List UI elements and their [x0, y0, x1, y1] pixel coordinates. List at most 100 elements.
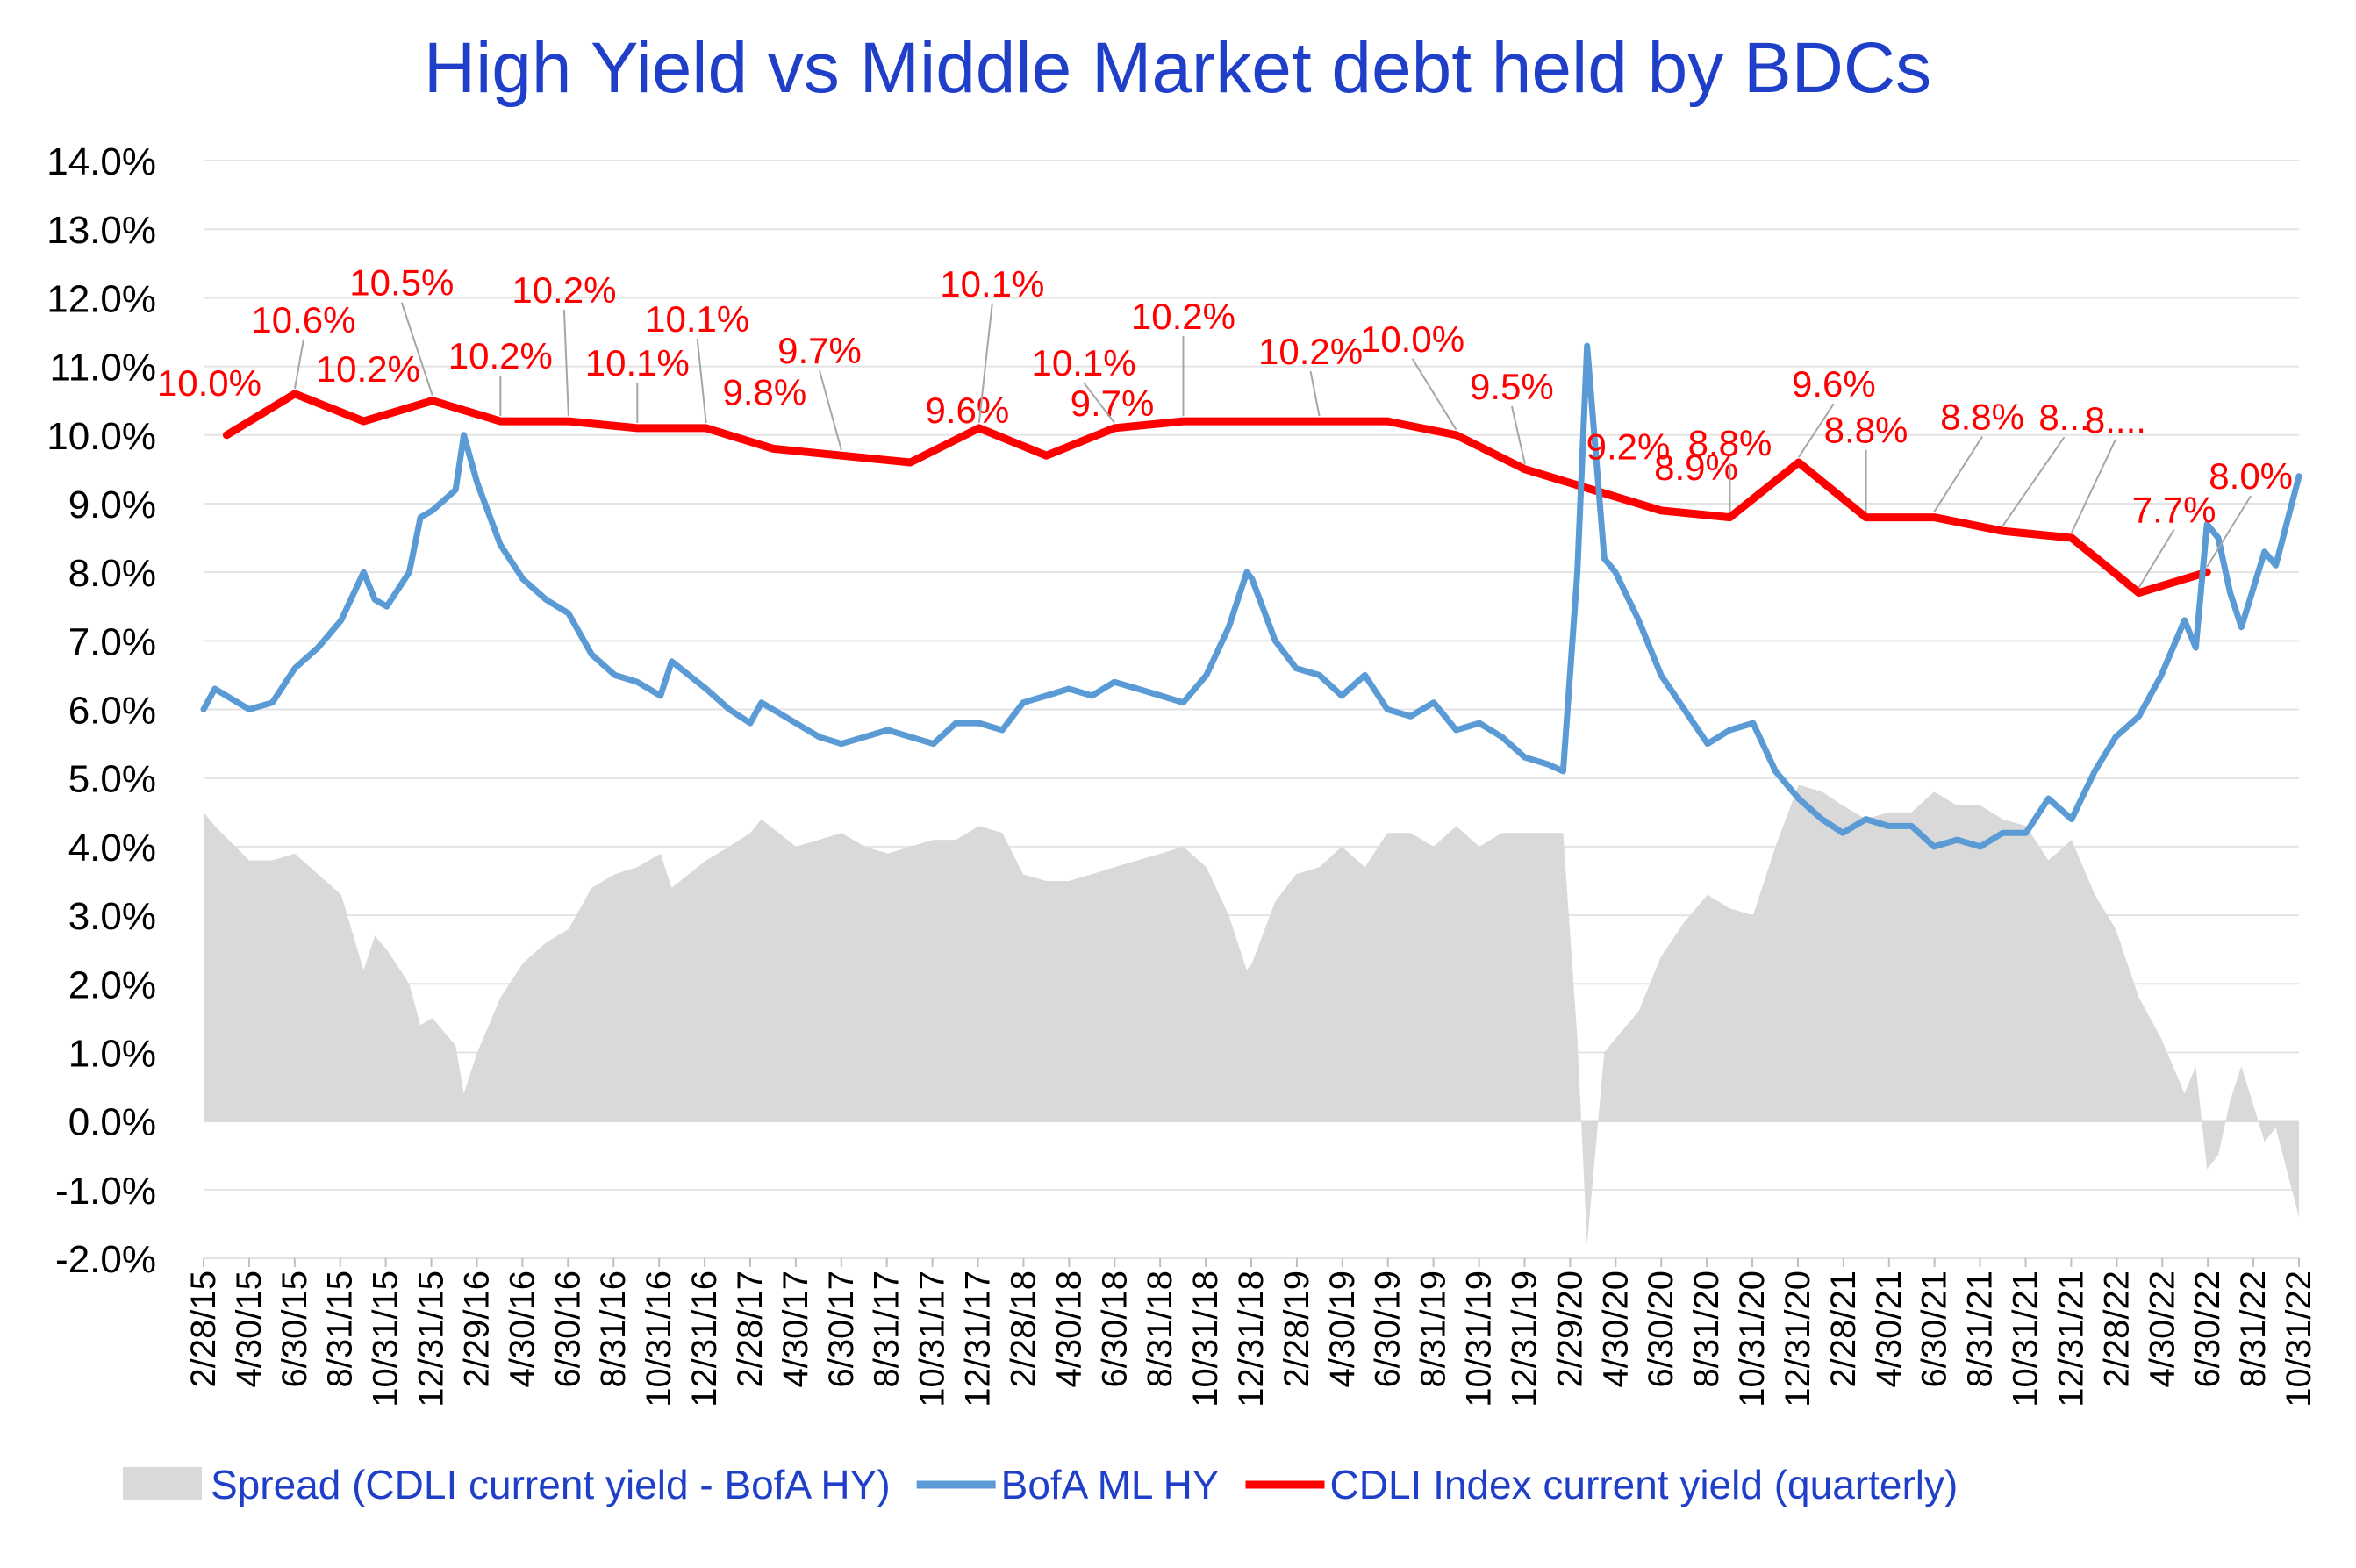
- data-label: 9.2%: [1586, 426, 1671, 467]
- x-tick-label: 12/31/15: [412, 1271, 451, 1407]
- y-tick-label: 4.0%: [68, 827, 156, 870]
- x-tick-label: 4/30/20: [1596, 1271, 1635, 1387]
- x-axis-tick-labels: 2/28/15 4/30/15 6/30/15 8/31/15 10/31/15 12/3…: [184, 1271, 2318, 1407]
- cdli-yield-line: [222, 390, 2211, 598]
- y-tick-label: -2.0%: [55, 1238, 156, 1281]
- legend-label: CDLI Index current yield (quarterly): [1330, 1462, 1959, 1507]
- y-axis-tick-labels: 14.0% 13.0% 12.0% 11.0% 10.0% 9.0% 8.0% 7.0% 6.0…: [47, 140, 156, 1281]
- x-tick-label: 6/30/21: [1916, 1271, 1954, 1387]
- data-label: 9.8%: [723, 371, 807, 412]
- data-label-leader: [1933, 436, 1983, 513]
- x-tick-label: 12/31/20: [1779, 1271, 1817, 1407]
- x-tick-label: 12/31/21: [2052, 1271, 2090, 1407]
- x-tick-label: 8/31/22: [2234, 1271, 2273, 1387]
- data-label-leader: [2138, 529, 2175, 589]
- x-tick-label: 8/31/15: [321, 1271, 360, 1387]
- data-label: 10.6%: [251, 299, 355, 340]
- x-tick-label: 2/28/21: [1824, 1271, 1863, 1387]
- x-tick-label: 12/31/19: [1505, 1271, 1543, 1407]
- x-tick-label: 10/31/20: [1733, 1271, 1772, 1407]
- y-tick-label: 13.0%: [47, 209, 156, 252]
- y-tick-label: 6.0%: [68, 690, 156, 733]
- data-label-leader: [1083, 382, 1115, 424]
- y-tick-label: 14.0%: [47, 140, 156, 183]
- data-label: 8....: [2085, 399, 2146, 440]
- data-label: 10.2%: [1131, 296, 1235, 337]
- data-label: 8.9%: [1654, 447, 1738, 488]
- data-label-leader: [2206, 495, 2252, 568]
- data-label: 10.5%: [349, 262, 454, 304]
- x-tick-label: 10/31/19: [1460, 1271, 1499, 1407]
- y-tick-label: 11.0%: [50, 347, 157, 390]
- data-label: 9.6%: [1792, 363, 1876, 405]
- data-label: 8.8%: [1824, 410, 1908, 451]
- data-label-leader: [819, 369, 842, 451]
- x-tick-label: 6/30/16: [548, 1271, 587, 1387]
- x-tick-label: 8/31/21: [1961, 1271, 2000, 1387]
- data-label-leader: [1510, 405, 1526, 465]
- chart-title: High Yield vs Middle Market debt held by…: [424, 28, 1931, 108]
- data-label-leader: [400, 302, 433, 396]
- data-label: 10.0%: [1360, 319, 1464, 360]
- series-lines-layer: [200, 342, 2302, 850]
- x-tick-label: 12/31/18: [1232, 1271, 1271, 1407]
- x-tick-label: 2/28/22: [2097, 1271, 2136, 1387]
- y-tick-label: 10.0%: [47, 415, 156, 458]
- x-tick-label: 10/31/15: [367, 1271, 405, 1407]
- x-tick-label: 8/31/19: [1414, 1271, 1453, 1387]
- x-tick-label: 10/31/22: [2280, 1271, 2318, 1407]
- data-label: 8.8%: [1940, 397, 2024, 438]
- data-label-leader: [1798, 403, 1835, 458]
- data-label-leader: [2002, 436, 2066, 526]
- data-label-leader: [1411, 358, 1457, 431]
- data-label: 9.6%: [926, 390, 1010, 431]
- x-tick-label: 4/30/19: [1323, 1271, 1362, 1387]
- data-label-leader: [2071, 439, 2116, 533]
- y-tick-label: 1.0%: [68, 1032, 156, 1075]
- data-label-leader: [977, 303, 993, 424]
- x-tick-label: 4/30/21: [1870, 1271, 1908, 1387]
- data-label-leader: [562, 310, 569, 417]
- x-tick-label: 4/30/22: [2143, 1271, 2181, 1387]
- x-tick-label: 2/28/17: [731, 1271, 770, 1387]
- y-tick-label: 0.0%: [68, 1101, 156, 1144]
- x-tick-label: 6/30/19: [1369, 1271, 1407, 1387]
- x-tick-label: 4/30/15: [230, 1271, 269, 1387]
- data-label-leader: [1309, 370, 1321, 417]
- x-tick-label: 8/31/17: [868, 1271, 906, 1387]
- x-tick-label: 2/28/15: [184, 1271, 223, 1387]
- x-tick-label: 4/30/16: [503, 1271, 541, 1387]
- legend: Spread (CDLI current yield - BofA HY) Bof…: [123, 1462, 1958, 1507]
- data-label-leader: [293, 339, 304, 390]
- legend-swatch-area: [123, 1467, 202, 1500]
- x-tick-label: 2/29/20: [1550, 1271, 1589, 1387]
- x-tick-label: 4/30/17: [777, 1271, 815, 1387]
- y-tick-label: -1.0%: [55, 1170, 156, 1213]
- x-tick-label: 8/31/18: [1141, 1271, 1179, 1387]
- x-tick-label: 2/29/16: [457, 1271, 496, 1387]
- x-tick-label: 10/31/16: [640, 1271, 678, 1407]
- x-tick-label: 2/28/18: [1004, 1271, 1042, 1387]
- data-label: 8.0%: [2209, 455, 2293, 497]
- x-tick-label: 6/30/17: [822, 1271, 861, 1387]
- legend-label: BofA ML HY: [1001, 1462, 1220, 1507]
- x-tick-label: 6/30/20: [1642, 1271, 1680, 1387]
- data-label: 8...: [2038, 397, 2089, 438]
- x-tick-label: 10/31/18: [1186, 1271, 1225, 1407]
- legend-label: Spread (CDLI current yield - BofA HY): [211, 1462, 891, 1507]
- data-label: 9.5%: [1470, 366, 1554, 407]
- data-label: 10.2%: [316, 348, 420, 390]
- data-label: 10.0%: [157, 362, 261, 404]
- data-label: 9.7%: [777, 330, 862, 371]
- y-tick-label: 8.0%: [68, 552, 156, 595]
- data-label: 7.7%: [2132, 490, 2216, 531]
- bofa-hy-line: [200, 342, 2302, 850]
- spread-area: [204, 784, 2299, 1245]
- data-label: 10.1%: [585, 342, 690, 383]
- y-tick-label: 2.0%: [68, 963, 156, 1006]
- data-label-leader: [696, 338, 707, 424]
- x-tick-label: 12/31/16: [685, 1271, 724, 1407]
- data-label: 10.2%: [448, 335, 553, 376]
